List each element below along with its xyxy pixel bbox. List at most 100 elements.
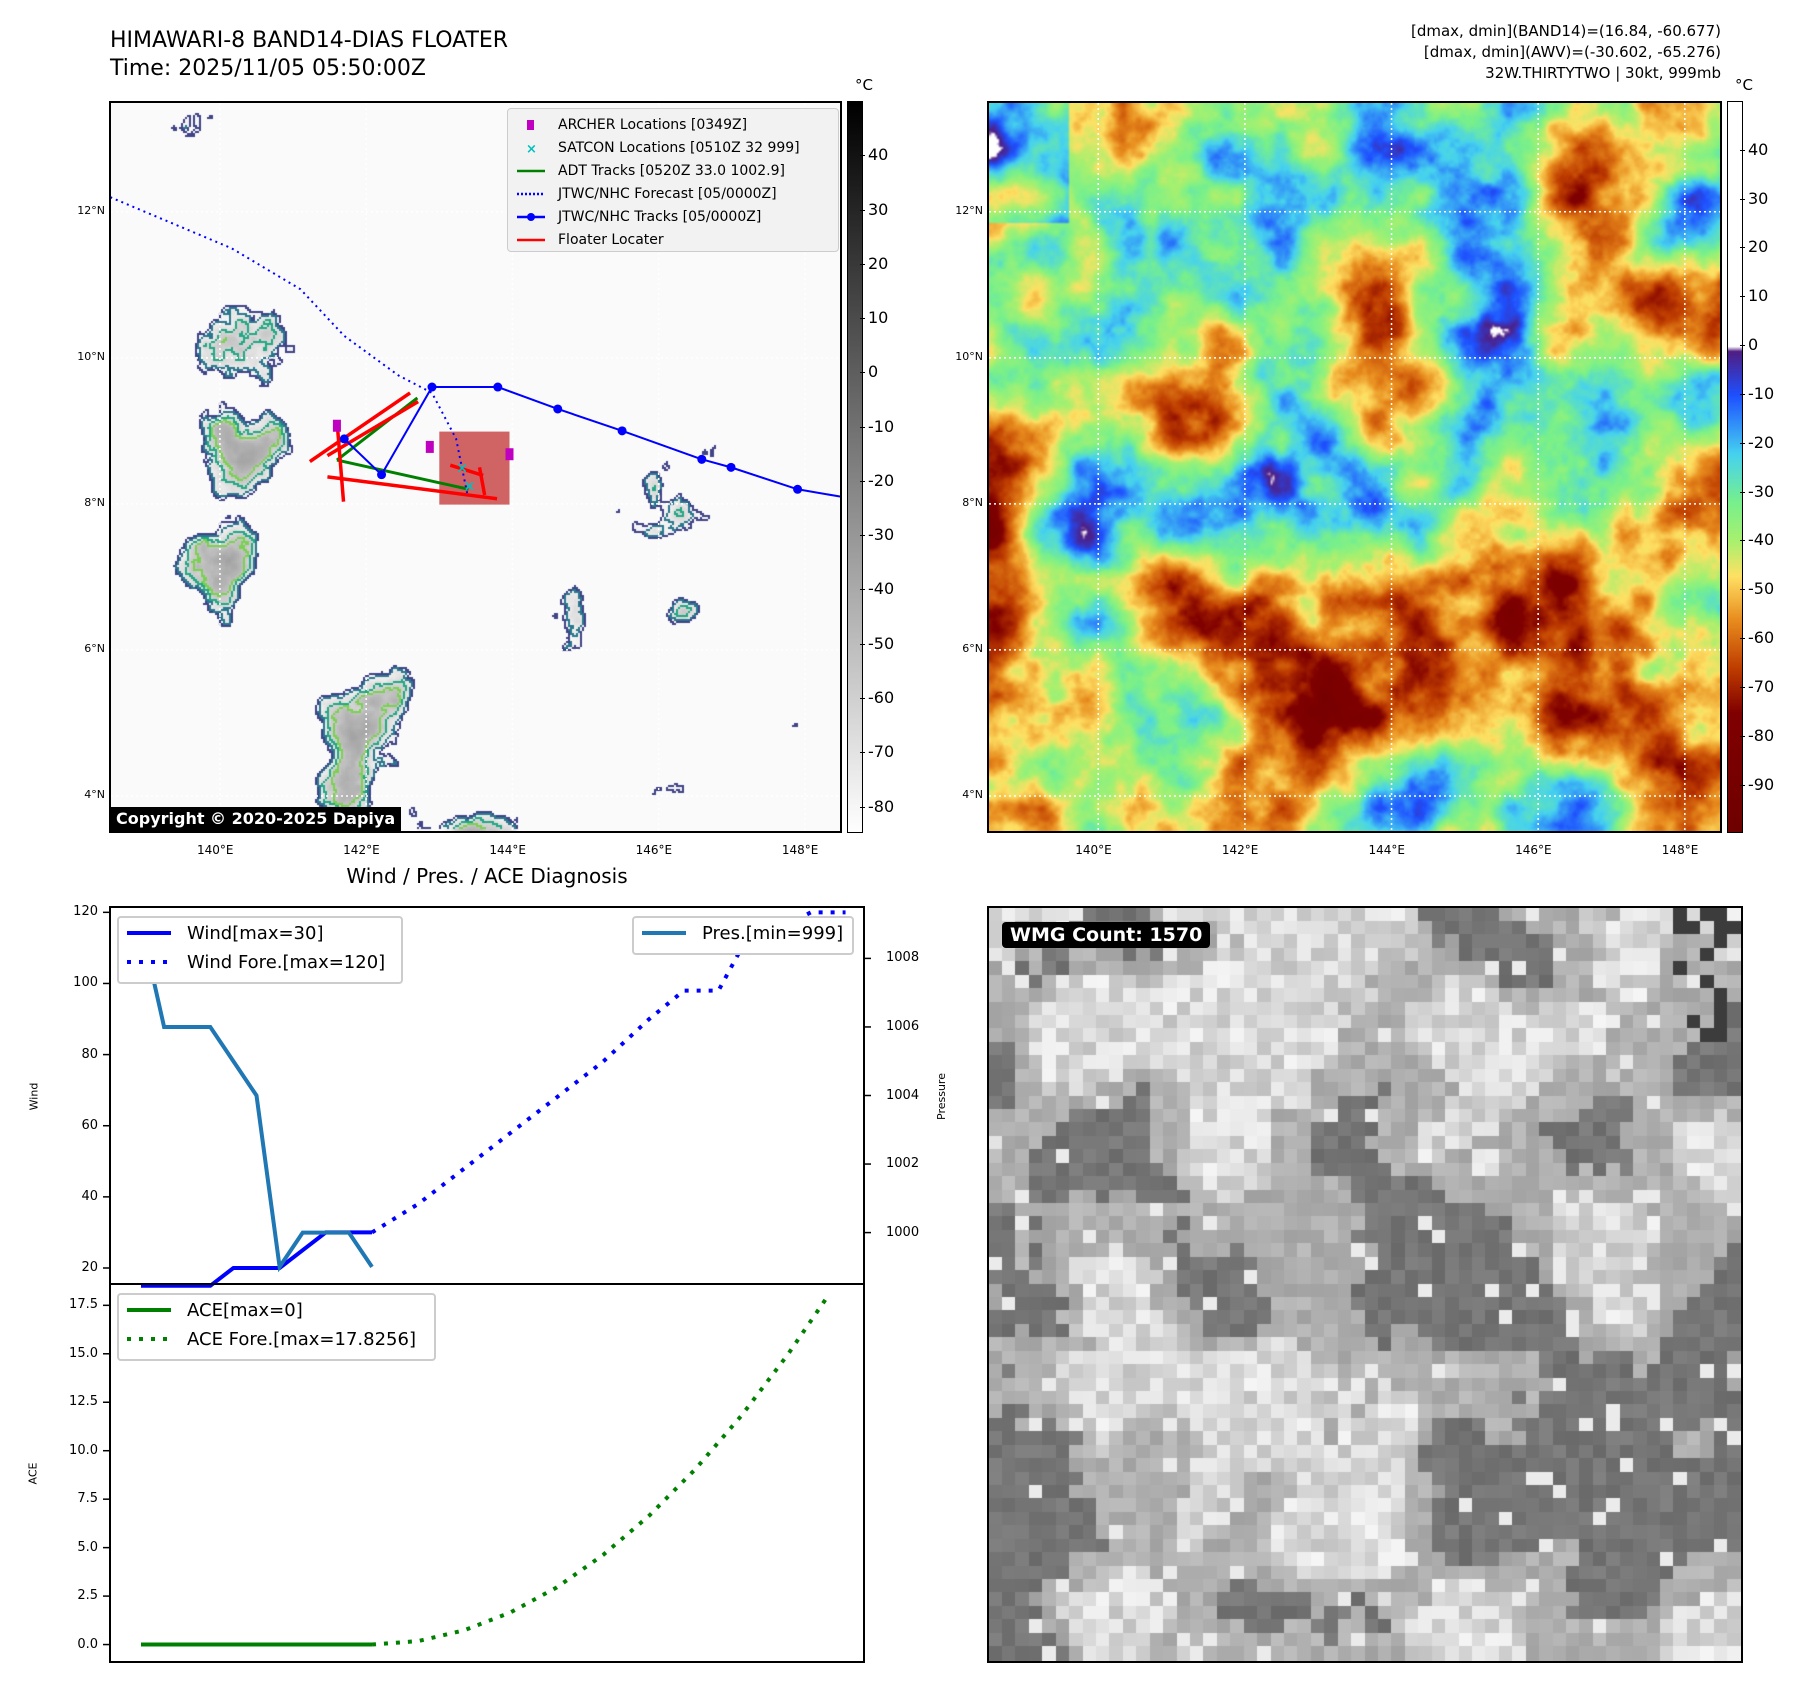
ir-map-panel: × × ARCHER Locations [0349Z] × SATCON Locat…: [109, 101, 842, 833]
colorbar-tick-label: 0: [868, 362, 879, 382]
lon-tick-label: 140°E: [1075, 843, 1112, 857]
legend-label: ACE[max=0]: [187, 1299, 303, 1321]
legend-item: JTWC/NHC Tracks [05/0000Z]: [516, 207, 761, 227]
awv-colorbar-unit: °C: [1735, 76, 1753, 94]
colorbar-tick-label: 20: [868, 253, 889, 273]
legend-label: JTWC/NHC Forecast [05/0000Z]: [558, 186, 777, 202]
colorbar-tick-mark: [860, 263, 865, 265]
legend-symbol-icon: [527, 120, 534, 130]
lon-tick-label: 140°E: [196, 843, 234, 857]
colorbar-tick-label: -50: [868, 633, 895, 653]
lon-tick-label: 146°E: [635, 843, 673, 857]
y-tick-label: 20: [81, 1259, 98, 1275]
colorbar-tick-mark: [1740, 735, 1745, 737]
colorbar-tick-mark: [1740, 442, 1745, 444]
jtwc-track-point: [793, 484, 803, 494]
legend-label: Wind[max=30]: [187, 922, 324, 944]
legend-symbol-icon: ×: [526, 142, 537, 157]
legend-symbol-icon: [517, 169, 545, 173]
jtwc-track-point: [427, 382, 437, 392]
colorbar-tick-label: -80: [868, 796, 895, 816]
y-tick-label: 0.0: [77, 1636, 98, 1652]
legend-line-icon: [642, 931, 686, 935]
colorbar-tick-label: 30: [868, 199, 889, 219]
colorbar-tick-label: -70: [868, 742, 895, 762]
storm-info: 32W.THIRTYTWO | 30kt, 999mb: [1485, 64, 1721, 82]
colorbar-tick-label: -30: [868, 525, 895, 545]
lat-tick-label: 10°N: [955, 349, 983, 363]
colorbar-tick-mark: [1740, 540, 1745, 542]
legend-square-icon: [527, 120, 534, 130]
legend-label: SATCON Locations [0510Z 32 999]: [558, 140, 800, 156]
chart-legend: ACE[max=0] ACE Fore.[max=17.8256]: [117, 1293, 436, 1361]
legend-symbol-icon: [517, 213, 545, 221]
jtwc-track-point: [493, 382, 503, 392]
lat-tick-label: 4°N: [962, 787, 983, 801]
awv-range: [dmax, dmin](AWV)=(-30.602, -65.276): [1423, 43, 1721, 61]
legend-label: Pres.[min=999]: [702, 922, 844, 944]
y-tick-label: 2.5: [77, 1588, 98, 1604]
lon-tick-label: 142°E: [343, 843, 380, 857]
colorbar-tick-mark: [860, 806, 865, 808]
floater-line: [327, 475, 498, 501]
satcon-point: ×: [464, 479, 476, 495]
colorbar-tick-mark: [1740, 686, 1745, 688]
colorbar-tick-mark: [1740, 247, 1745, 249]
lon-tick-label: 146°E: [1515, 843, 1552, 857]
pressure-tick-label: 1002: [886, 1156, 920, 1172]
legend-item: JTWC/NHC Forecast [05/0000Z]: [516, 184, 777, 204]
lat-tick-label: 6°N: [962, 641, 983, 655]
bt-colorbar: [847, 101, 863, 833]
colorbar-tick-mark: [860, 589, 865, 591]
ace-axis-label: ACE: [26, 1462, 40, 1485]
colorbar-tick-label: -40: [1748, 530, 1775, 550]
colorbar-tick-mark: [1740, 296, 1745, 298]
colorbar-tick-mark: [860, 643, 865, 645]
colorbar-tick-label: 30: [1748, 188, 1769, 208]
legend-item: × SATCON Locations [0510Z 32 999]: [516, 138, 800, 158]
legend-item: ACE[max=0]: [127, 1299, 303, 1321]
y-tick-label: 120: [73, 904, 98, 920]
series-line: [371, 1297, 828, 1647]
colorbar-tick-mark: [1740, 198, 1745, 200]
colorbar-tick-mark: [860, 752, 865, 754]
legend-item: ARCHER Locations [0349Z]: [516, 115, 747, 135]
wind-axis-label: Wind: [27, 1082, 41, 1111]
legend-label: ACE Fore.[max=17.8256]: [187, 1328, 416, 1350]
lon-tick-label: 144°E: [489, 843, 526, 857]
lat-tick-label: 10°N: [77, 349, 105, 363]
series-line: [141, 1230, 372, 1288]
wmg-count-badge: WMG Count: 1570: [1002, 922, 1211, 948]
pressure-axis-label: Pressure: [934, 1073, 948, 1120]
floater-line: [308, 391, 412, 463]
colorbar-tick-label: -30: [1748, 481, 1775, 501]
diagnosis-title: Wind / Pres. / ACE Diagnosis: [346, 864, 628, 888]
map-legend: ARCHER Locations [0349Z] × SATCON Location…: [507, 108, 839, 252]
colorbar-tick-label: -60: [1748, 628, 1775, 648]
archer-point: [425, 440, 434, 453]
colorbar-tick-label: -50: [1748, 579, 1775, 599]
legend-item: ADT Tracks [0520Z 33.0 1002.9]: [516, 161, 785, 181]
y-tick-label: 100: [73, 975, 98, 991]
lon-tick-label: 142°E: [1221, 843, 1259, 857]
colorbar-tick-mark: [860, 209, 865, 211]
colorbar-tick-label: -80: [1748, 725, 1775, 745]
lat-tick-label: 4°N: [84, 787, 105, 801]
lat-tick-label: 8°N: [84, 495, 105, 509]
colorbar-tick-label: -90: [1748, 774, 1775, 794]
legend-line-icon: [127, 1337, 171, 1341]
colorbar-tick-label: 40: [1748, 139, 1769, 159]
legend-marker-icon: [527, 213, 535, 221]
jtwc-track-point: [617, 426, 627, 436]
jtwc-forecast-line: [111, 196, 469, 497]
archer-point: [505, 448, 514, 461]
colorbar-tick-mark: [860, 318, 865, 320]
awv-map-panel: [987, 101, 1722, 833]
lon-tick-label: 148°E: [781, 843, 819, 857]
bt-colorbar-unit: °C: [855, 76, 873, 94]
floater-line: [477, 467, 487, 496]
colorbar-tick-label: 40: [868, 145, 889, 165]
legend-symbol-icon: [517, 192, 545, 196]
colorbar-tick-label: 20: [1748, 237, 1769, 257]
satcon-point: ×: [456, 460, 468, 476]
